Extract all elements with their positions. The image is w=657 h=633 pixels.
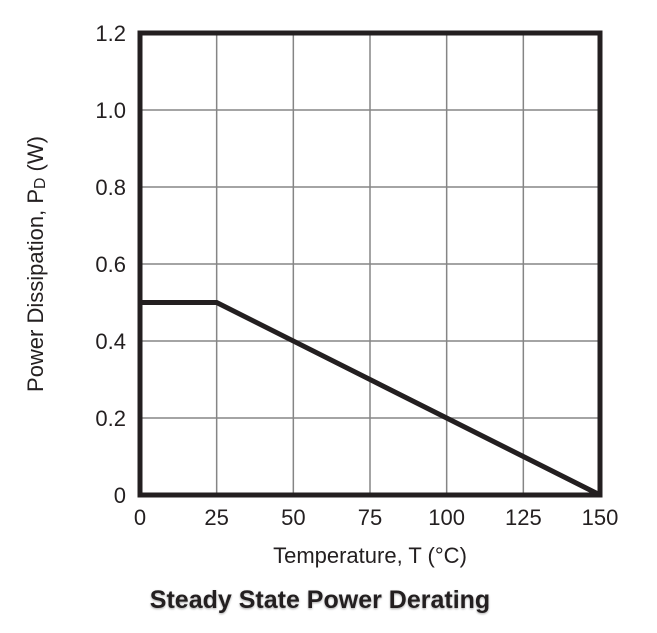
y-tick-label: 0.6 <box>95 252 126 277</box>
power-derating-line <box>140 300 602 498</box>
x-tick-label: 125 <box>505 505 542 530</box>
y-tick-label: 0.8 <box>95 175 126 200</box>
y-tick-label: 1.0 <box>95 98 126 123</box>
x-tick-label: 50 <box>281 505 305 530</box>
x-tick-label: 0 <box>134 505 146 530</box>
plot-border <box>137 30 603 498</box>
y-tick-label: 1.2 <box>95 21 126 46</box>
x-tick-label: 25 <box>204 505 228 530</box>
y-tick-label: 0.2 <box>95 406 126 431</box>
chart-title: Steady State Power Derating <box>149 586 491 614</box>
y-axis-label-subscript: D <box>31 177 49 189</box>
y-axis-label-post: (W) <box>23 136 48 178</box>
x-tick-label: 150 <box>582 505 619 530</box>
y-axis-label: Power Dissipation, PD (W) <box>21 34 51 494</box>
y-axis-label-pre: Power Dissipation, P <box>23 189 48 392</box>
y-tick-label: 0.4 <box>95 329 126 354</box>
x-tick-label: 100 <box>428 505 465 530</box>
x-axis-label: Temperature, T (°C) <box>273 543 467 568</box>
x-tick-label: 75 <box>358 505 382 530</box>
y-tick-label: 0 <box>114 483 126 508</box>
